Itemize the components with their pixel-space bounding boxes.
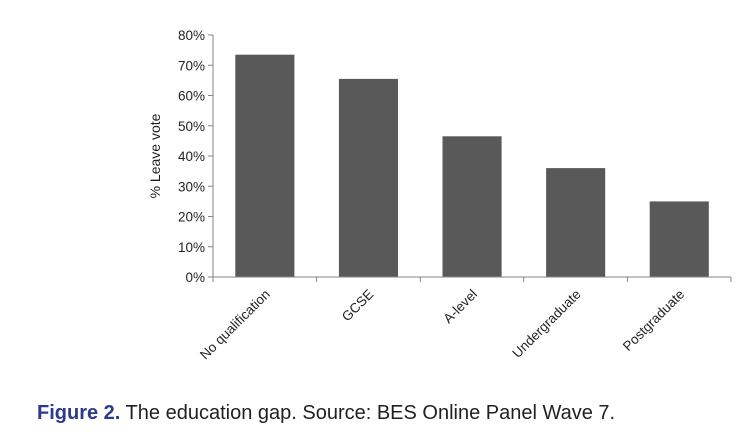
y-tick-label: 60% bbox=[178, 89, 205, 104]
y-tick-label: 50% bbox=[178, 119, 205, 134]
y-tick-label: 80% bbox=[178, 28, 205, 43]
y-tick-label: 0% bbox=[185, 270, 205, 285]
bar-a-level bbox=[442, 136, 502, 277]
y-tick-label: 70% bbox=[178, 58, 205, 73]
y-tick-label: 40% bbox=[178, 149, 205, 164]
bar-undergraduate bbox=[546, 168, 606, 277]
x-category-label: GCSE bbox=[339, 287, 377, 325]
bar-chart: % Leave vote 0% 10% 20% 30% 40% 50% 60% 70% 80% N… bbox=[147, 28, 732, 363]
figure-caption-text: The education gap. Source: BES Online Pa… bbox=[120, 402, 616, 424]
y-tick-label: 20% bbox=[178, 210, 205, 225]
bar-postgraduate bbox=[649, 201, 709, 277]
chart-area: % Leave vote 0% 10% 20% 30% 40% 50% 60% 70% 80% N… bbox=[147, 28, 732, 363]
bar-no-qualification bbox=[235, 54, 295, 278]
x-category-label: Postgraduate bbox=[620, 287, 687, 354]
y-tick-label: 10% bbox=[178, 240, 205, 255]
x-category-label: Undergraduate bbox=[509, 287, 583, 361]
bar-gcse bbox=[338, 78, 398, 278]
figure-caption: Figure 2. The education gap. Source: BES… bbox=[37, 402, 615, 425]
x-category-label: No qualification bbox=[197, 287, 273, 363]
y-tick-label: 30% bbox=[178, 179, 205, 194]
x-category-label: A-level bbox=[440, 287, 480, 327]
y-axis-label: % Leave vote bbox=[147, 113, 163, 198]
figure-label: Figure 2. bbox=[37, 402, 121, 424]
